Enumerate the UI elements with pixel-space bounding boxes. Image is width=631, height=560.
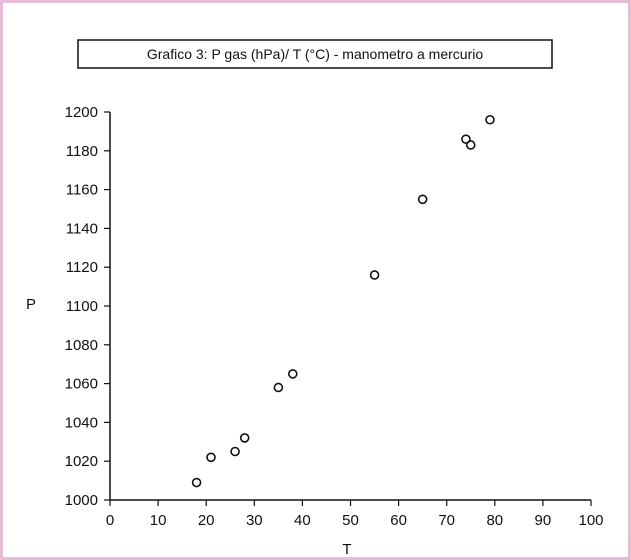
data-point bbox=[273, 382, 284, 393]
y-tick-label: 1060 bbox=[65, 376, 98, 393]
data-point bbox=[191, 477, 202, 488]
y-tick-label: 1120 bbox=[66, 259, 98, 276]
x-tick-label: 30 bbox=[246, 512, 263, 529]
x-axis-label: T bbox=[342, 541, 351, 558]
y-axis-ticks: 1000 1020 1040 1060 1080 1100 1120 1140 1160 1180… bbox=[65, 104, 110, 509]
data-point bbox=[239, 433, 250, 443]
data-point bbox=[461, 134, 471, 144]
x-axis-ticks: 0 10 20 30 40 50 60 70 80 90 100 bbox=[106, 500, 604, 529]
y-tick-label: 1100 bbox=[66, 298, 98, 315]
data-point bbox=[369, 270, 380, 280]
y-tick-label: 1160 bbox=[66, 182, 98, 199]
y-axis-label: P bbox=[26, 296, 36, 313]
y-tick-label: 1040 bbox=[65, 414, 98, 431]
data-point bbox=[287, 369, 298, 379]
data-point bbox=[485, 114, 495, 125]
x-tick-label: 60 bbox=[390, 512, 407, 529]
chart-axes bbox=[109, 112, 591, 501]
x-tick-label: 80 bbox=[486, 512, 503, 529]
y-tick-label: 1020 bbox=[65, 453, 98, 470]
y-tick-label: 1140 bbox=[66, 220, 98, 237]
y-tick-label: 1180 bbox=[66, 143, 98, 160]
x-tick-label: 50 bbox=[342, 512, 359, 529]
data-point bbox=[230, 446, 240, 457]
y-tick-label: 1000 bbox=[65, 492, 98, 509]
data-points bbox=[191, 114, 495, 488]
data-point bbox=[206, 452, 216, 463]
data-point bbox=[417, 194, 428, 205]
x-tick-label: 90 bbox=[535, 512, 552, 529]
chart-title-box: Grafico 3: P gas (hPa)/ T (°C) - manomet… bbox=[77, 39, 553, 69]
x-tick-label: 40 bbox=[294, 512, 311, 529]
x-tick-label: 10 bbox=[150, 512, 167, 529]
x-tick-label: 20 bbox=[198, 512, 215, 529]
data-point bbox=[465, 140, 476, 150]
y-tick-label: 1080 bbox=[65, 337, 98, 354]
x-tick-label: 100 bbox=[578, 512, 603, 529]
x-tick-label: 0 bbox=[106, 512, 114, 529]
chart-title: Grafico 3: P gas (hPa)/ T (°C) - manomet… bbox=[147, 46, 483, 62]
x-tick-label: 70 bbox=[438, 512, 455, 529]
y-tick-label: 1200 bbox=[65, 104, 98, 121]
